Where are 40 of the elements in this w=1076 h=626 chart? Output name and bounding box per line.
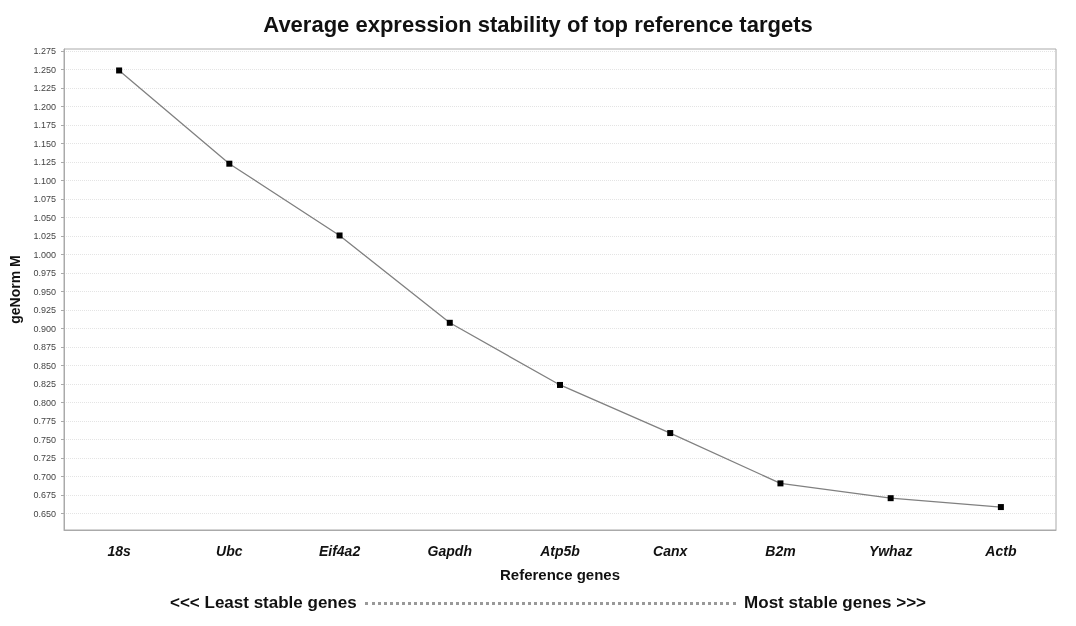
x-axis-title: Reference genes [499, 566, 621, 583]
y-tick-label: 1.000 [33, 249, 56, 260]
text: <<< Least stable genes [170, 593, 357, 613]
x-tick-label: B2m [765, 543, 796, 559]
y-tick-label: 1.025 [33, 231, 56, 242]
text: Most stable genes >>> [744, 593, 926, 613]
chart-title: Average expression stability of top reference targets [263, 11, 813, 37]
y-tick-label: 1.200 [33, 101, 56, 112]
x-tick-label: 18s [107, 543, 131, 559]
y-tick-label: 1.050 [33, 212, 56, 223]
y-axis-title: geNorm M [7, 255, 23, 324]
y-tick-label: 0.725 [33, 453, 56, 464]
y-tick-label: 0.850 [33, 360, 56, 371]
y-tick-label: 0.825 [33, 379, 56, 390]
x-tick-label: Ubc [216, 543, 243, 559]
y-tick-label: 0.650 [33, 508, 56, 519]
y-tick-label: 0.925 [33, 305, 56, 316]
y-tick-label: 1.075 [33, 194, 56, 205]
y-tick-label: 0.750 [33, 434, 56, 445]
x-tick-label: Ywhaz [868, 543, 913, 559]
x-tick-label: Canx [653, 543, 689, 559]
y-tick-label: 1.250 [33, 64, 56, 75]
y-tick-label: 0.875 [33, 342, 56, 353]
y-tick-label: 0.900 [33, 323, 56, 334]
y-tick-label: 0.775 [33, 416, 56, 427]
y-tick-label: 1.125 [33, 157, 56, 168]
y-tick-label: 1.150 [33, 138, 56, 149]
y-tick-label: 0.700 [33, 471, 56, 482]
x-tick-label: Atp5b [539, 543, 581, 559]
y-tick-label: 0.975 [33, 268, 56, 279]
y-tick-label: 1.275 [33, 46, 56, 57]
x-tick-label: Actb [984, 543, 1017, 559]
y-tick-label: 0.950 [33, 286, 56, 297]
y-tick-label: 1.175 [33, 120, 56, 131]
y-tick-label: 0.675 [33, 490, 56, 501]
y-tick-label: 1.100 [33, 175, 56, 186]
y-tick-label: 1.225 [33, 83, 56, 94]
x-tick-label: Eif4a2 [318, 543, 361, 559]
y-tick-label: 0.800 [33, 397, 56, 408]
x-tick-label: Gapdh [427, 543, 472, 559]
